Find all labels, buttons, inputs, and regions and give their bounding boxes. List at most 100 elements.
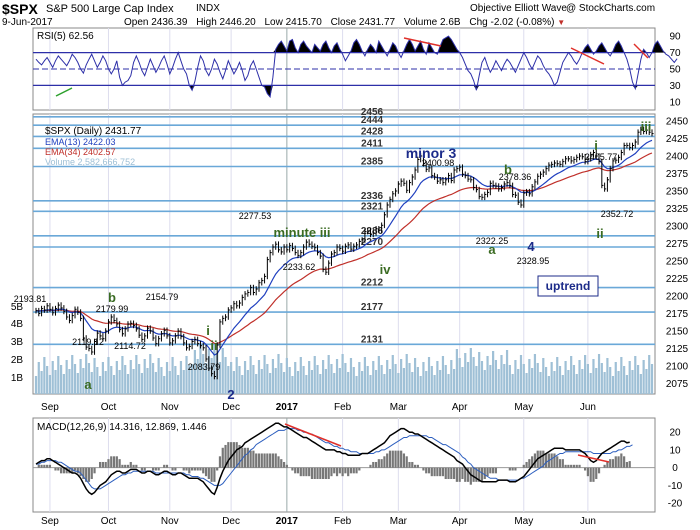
macd-histogram-bar (400, 450, 403, 468)
wave-label-7: minor 3 (406, 145, 457, 161)
volume-bar (391, 355, 394, 394)
macd-histogram-bar (282, 461, 286, 468)
volume-bar (539, 372, 542, 394)
volume-bar (636, 365, 640, 394)
volume-bar (464, 353, 467, 394)
volume-bar (492, 351, 495, 394)
volume-bar (34, 376, 38, 394)
macd-histogram-bar (383, 456, 386, 468)
volume-bar (341, 354, 344, 394)
macd-histogram-bar (196, 467, 199, 471)
macd-histogram-bar (466, 467, 470, 482)
macd-histogram-bar (101, 461, 104, 468)
macd-histogram-bar (570, 464, 573, 468)
macd-histogram-bar (57, 467, 60, 471)
volume-bar (126, 374, 130, 394)
volume-bar (503, 364, 506, 394)
rsi-tick-70: 70 (669, 48, 681, 59)
price-tick-2250: 2250 (666, 257, 689, 268)
volume-bar (634, 356, 637, 394)
macd-histogram-bar (321, 467, 325, 480)
price-xaxis-mar: Mar (390, 402, 408, 413)
volume-bar (597, 354, 601, 394)
volume-bar (146, 368, 149, 394)
volume-bar (140, 373, 144, 394)
volume-bar (497, 369, 500, 394)
volume-bar (589, 373, 592, 394)
high-value: 2446.20 (219, 17, 256, 28)
volume-bar (313, 356, 316, 394)
price-xaxis-may: May (514, 402, 533, 413)
high-label: High (196, 17, 217, 28)
open-value: 2436.39 (151, 17, 188, 28)
volume-bar (190, 364, 194, 394)
volume-bar (519, 355, 523, 394)
macd-histogram-bar (408, 461, 411, 468)
volume-bar (277, 354, 280, 394)
macd-histogram-bar (319, 467, 322, 480)
macd-histogram-bar (422, 467, 425, 471)
volume-bar (40, 371, 43, 394)
volume-bar (639, 374, 642, 394)
volume-bar (160, 367, 163, 394)
level-label-2286: 2286 (361, 226, 384, 237)
price-tick-2100: 2100 (666, 362, 689, 373)
volume-bar (327, 355, 330, 394)
volume-bar (151, 363, 155, 394)
volume-bar (321, 360, 325, 394)
macd-histogram-bar (188, 467, 191, 474)
macd-histogram-bar (522, 464, 525, 468)
ohlc-readout: Open 2436.39 High 2446.20 Low 2415.70 Cl… (124, 17, 565, 28)
rsi-tick-90: 90 (669, 32, 681, 43)
volume-bar (386, 360, 389, 394)
price-legend-0: $SPX (Daily) 2431.77 (45, 126, 142, 137)
macd-histogram-bar (558, 459, 562, 468)
level-label-2321: 2321 (361, 201, 384, 212)
macd-histogram-bar (597, 467, 601, 474)
volume-bar (71, 355, 74, 394)
volume-bar (129, 360, 132, 394)
volume-bar (90, 372, 93, 394)
chg-label: Chg (469, 17, 488, 28)
macd-histogram-bar (151, 467, 155, 471)
price-tick-2450: 2450 (666, 117, 689, 128)
macd-histogram-bar (221, 447, 224, 468)
macd-histogram-bar (595, 467, 598, 480)
volume-bar (241, 375, 244, 394)
macd-histogram-bar (349, 467, 353, 474)
volume-bar (452, 369, 456, 394)
uptrend-label: uptrend (546, 279, 591, 293)
volume-bar (249, 356, 252, 394)
macd-histogram-bar (107, 459, 110, 468)
volume-bar (135, 355, 138, 394)
macd-histogram-bar (567, 464, 570, 468)
volume-bar (436, 361, 439, 394)
macd-histogram-bar (257, 453, 261, 468)
macd-histogram-bar (327, 467, 330, 480)
volume-bar (458, 358, 461, 394)
volume-bar (413, 358, 417, 394)
volume-value: 2.6B (440, 17, 461, 28)
volume-bar (472, 357, 475, 394)
macd-histogram-bar (46, 464, 49, 468)
price-tick-2275: 2275 (666, 239, 689, 250)
volume-bar (558, 366, 562, 394)
price-legend-2: EMA(34) 2402.57 (45, 147, 116, 157)
macd-histogram-bar (533, 453, 537, 468)
volume-bar (422, 362, 425, 394)
macd-histogram-bar (207, 467, 210, 480)
level-label-2444: 2444 (361, 115, 384, 126)
macd-histogram-bar (115, 456, 118, 468)
volume-bar (478, 352, 481, 394)
rsi-tick-50: 50 (669, 65, 681, 76)
volume-bar (257, 360, 261, 394)
volume-bar (550, 362, 553, 394)
volume-bar (620, 357, 623, 394)
price-legend-1: EMA(13) 2422.03 (45, 137, 116, 147)
macd-histogram-bar (341, 467, 344, 477)
volume-bar (85, 354, 88, 394)
volume-bar (570, 356, 573, 394)
macd-histogram-bar (483, 467, 486, 480)
macd-histogram-bar (369, 464, 372, 468)
